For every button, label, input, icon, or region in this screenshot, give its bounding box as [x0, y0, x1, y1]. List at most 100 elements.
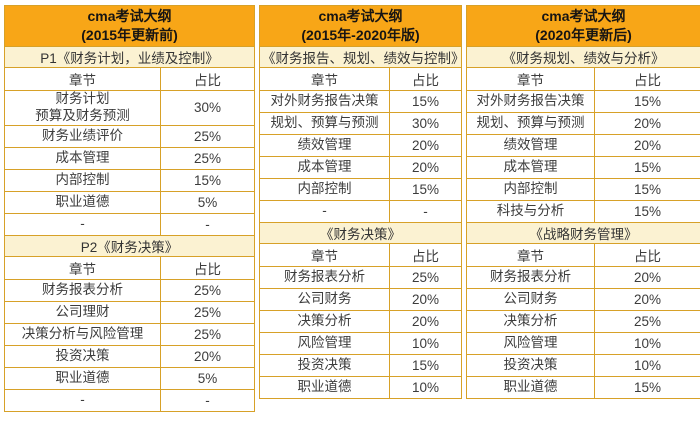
- weight-cell: 15%: [389, 90, 462, 113]
- weight-cell: 20%: [389, 288, 462, 311]
- chapter-cell: -: [259, 200, 390, 223]
- table-row: 财务业绩评价 25%: [4, 124, 255, 148]
- weight-cell: 25%: [160, 322, 255, 346]
- table-row: 职业道德 5%: [4, 366, 255, 390]
- weight-cell: 20%: [594, 134, 700, 157]
- chapter-cell: 对外财务报告决策: [466, 90, 595, 113]
- chapter-cell: 绩效管理: [466, 134, 595, 157]
- section-heading: P1《财务计划，业绩及控制》: [4, 46, 255, 68]
- weight-cell: 20%: [389, 156, 462, 179]
- table-row: 章节 占比: [259, 243, 462, 267]
- table-row: 职业道德 10%: [259, 376, 462, 399]
- table-row: 公司理财 25%: [4, 300, 255, 324]
- column-header-chapter: 章节: [466, 243, 595, 267]
- column-header-weight: 占比: [389, 67, 462, 91]
- weight-cell: 30%: [160, 90, 255, 126]
- weight-cell: 5%: [160, 190, 255, 214]
- exam-outline-table-after-2020: cma考试大纲 (2020年更新后) 《财务规划、绩效与分析》 章节 占比 对外…: [466, 5, 700, 399]
- column-header-weight: 占比: [594, 243, 700, 267]
- weight-cell: 15%: [160, 168, 255, 192]
- chapter-cell: 公司财务: [466, 288, 595, 311]
- table-row: 公司财务 20%: [466, 288, 700, 311]
- table-row: 规划、预算与预测 20%: [466, 112, 700, 135]
- table-row: 绩效管理 20%: [259, 134, 462, 157]
- exam-version: (2015年更新前): [81, 27, 178, 43]
- weight-cell: 25%: [594, 310, 700, 333]
- chapter-cell: 投资决策: [259, 354, 390, 377]
- exam-version: (2015年-2020年版): [301, 27, 420, 43]
- table-row: 职业道德 15%: [466, 376, 700, 399]
- table-row: 章节 占比: [4, 67, 255, 91]
- table-row: 公司财务 20%: [259, 288, 462, 311]
- table-row: cma考试大纲 (2015年-2020年版): [259, 5, 462, 47]
- table-row: 《财务报告、规划、绩效与控制》: [259, 46, 462, 68]
- chapter-cell: 职业道德: [4, 190, 161, 214]
- weight-cell: 15%: [389, 354, 462, 377]
- weight-cell: 25%: [389, 266, 462, 289]
- chapter-cell: 风险管理: [259, 332, 390, 355]
- exam-version-header: cma考试大纲 (2015年-2020年版): [259, 5, 462, 47]
- table-row: 成本管理 25%: [4, 146, 255, 170]
- table-row: 风险管理 10%: [259, 332, 462, 355]
- weight-cell: 15%: [594, 90, 700, 113]
- table-row: 章节 占比: [259, 67, 462, 91]
- chapter-cell: 职业道德: [466, 376, 595, 399]
- chapter-cell: 投资决策: [466, 354, 595, 377]
- chapter-cell: 投资决策: [4, 344, 161, 368]
- table-row: 绩效管理 20%: [466, 134, 700, 157]
- weight-cell: 20%: [389, 134, 462, 157]
- weight-cell: 10%: [594, 332, 700, 355]
- table-row: 财务报表分析 25%: [259, 266, 462, 289]
- exam-title: cma考试大纲: [87, 8, 172, 25]
- table-row: 成本管理 20%: [259, 156, 462, 179]
- table-row: 章节 占比: [466, 243, 700, 267]
- table-row: 对外财务报告决策 15%: [259, 90, 462, 113]
- table-row: cma考试大纲 (2015年更新前): [4, 5, 255, 47]
- chapter-cell: -: [4, 212, 161, 236]
- chapter-cell: 财务报表分析: [4, 278, 161, 302]
- column-header-weight: 占比: [160, 67, 255, 91]
- table-row: 成本管理 15%: [466, 156, 700, 179]
- weight-cell: 10%: [389, 376, 462, 399]
- table-row: - -: [259, 200, 462, 223]
- column-header-chapter: 章节: [259, 243, 390, 267]
- table-row: 决策分析与风险管理 25%: [4, 322, 255, 346]
- chapter-cell: 公司理财: [4, 300, 161, 324]
- chapter-cell: 职业道德: [259, 376, 390, 399]
- chapter-cell: 职业道德: [4, 366, 161, 390]
- table-row: 投资决策 15%: [259, 354, 462, 377]
- section-heading: 《财务决策》: [259, 222, 462, 244]
- chapter-cell: 规划、预算与预测: [259, 112, 390, 135]
- column-header-chapter: 章节: [4, 67, 161, 91]
- chapter-cell: 对外财务报告决策: [259, 90, 390, 113]
- exam-outline-table-before-2015: cma考试大纲 (2015年更新前) P1《财务计划，业绩及控制》 章节 占比 …: [4, 5, 255, 412]
- column-header-chapter: 章节: [259, 67, 390, 91]
- chapter-cell: 风险管理: [466, 332, 595, 355]
- column-header-chapter: 章节: [466, 67, 595, 91]
- chapter-cell: 科技与分析: [466, 200, 595, 223]
- table-row: - -: [4, 212, 255, 236]
- chapter-cell: 成本管理: [259, 156, 390, 179]
- chapter-cell: 公司财务: [259, 288, 390, 311]
- table-row: 内部控制 15%: [259, 178, 462, 201]
- weight-cell: 20%: [594, 266, 700, 289]
- exam-title: cma考试大纲: [541, 8, 626, 25]
- table-row: 职业道德 5%: [4, 190, 255, 214]
- chapter-cell: 内部控制: [466, 178, 595, 201]
- chapter-cell: 财务报表分析: [259, 266, 390, 289]
- column-header-weight: 占比: [160, 255, 255, 280]
- weight-cell: 5%: [160, 366, 255, 390]
- table-row: P1《财务计划，业绩及控制》: [4, 46, 255, 68]
- weight-cell: 25%: [160, 124, 255, 148]
- table-row: P2《财务决策》: [4, 234, 255, 257]
- weight-cell: 25%: [160, 146, 255, 170]
- table-row: cma考试大纲 (2020年更新后): [466, 5, 700, 47]
- table-row: 财务报表分析 25%: [4, 278, 255, 302]
- table-row: 《财务规划、绩效与分析》: [466, 46, 700, 68]
- section-heading: 《财务报告、规划、绩效与控制》: [259, 46, 462, 68]
- weight-cell: 15%: [594, 178, 700, 201]
- chapter-cell: 成本管理: [4, 146, 161, 170]
- table-row: 科技与分析 15%: [466, 200, 700, 223]
- table-row: 章节 占比: [4, 255, 255, 280]
- weight-cell: 30%: [389, 112, 462, 135]
